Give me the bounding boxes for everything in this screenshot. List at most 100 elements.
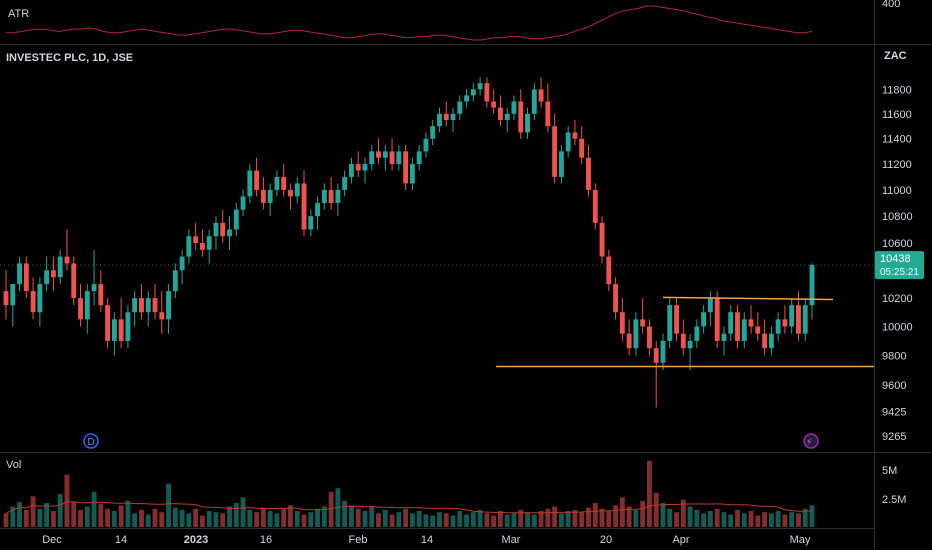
candle-body (10, 284, 16, 306)
volume-bar (782, 514, 788, 527)
time-tick-label: 20 (600, 534, 612, 546)
volume-bar (78, 509, 83, 527)
volume-bar (227, 506, 232, 527)
volume-bar (504, 514, 510, 527)
candle-body (64, 256, 70, 264)
candle-body (789, 305, 795, 327)
volume-bar (619, 497, 625, 527)
candle-body (464, 95, 470, 102)
candle-body (281, 176, 287, 190)
volume-bar (50, 511, 56, 527)
lightning-icon: ⚡ (806, 437, 812, 447)
volume-bar (84, 506, 90, 527)
volume-bar (497, 511, 503, 527)
volume-bar (376, 513, 381, 527)
volume-bar (111, 511, 117, 527)
volume-bar (220, 513, 226, 527)
price-tick-label: 11000 (882, 185, 912, 197)
volume-bar (714, 508, 720, 527)
candle-body (592, 189, 598, 223)
volume-bar (396, 512, 402, 527)
candle-body (552, 126, 558, 177)
resistance-line[interactable] (662, 296, 834, 301)
volume-bar (321, 506, 327, 527)
volume-bar (105, 508, 111, 527)
volume-bar (403, 508, 409, 527)
candle-body (355, 164, 361, 171)
candle-body (477, 83, 483, 90)
candle-body (389, 151, 395, 165)
volume-bar (572, 509, 578, 527)
candle-body (653, 348, 659, 363)
volume-bar (538, 511, 544, 527)
time-tick-label: 14 (115, 534, 127, 546)
price-tick-label: 10000 (882, 322, 913, 334)
dividend-marker[interactable]: D (83, 433, 99, 449)
volume-bar (728, 514, 734, 527)
candle-body (348, 164, 354, 177)
volume-bar (206, 511, 212, 527)
volume-bar (768, 513, 774, 527)
volume-bar (125, 500, 131, 527)
atr-label[interactable]: ATR (8, 8, 29, 20)
volume-bar (240, 497, 246, 527)
candle-body (294, 183, 300, 197)
volume-bar (193, 508, 199, 527)
volume-bar (409, 513, 415, 527)
volume-bar (57, 493, 63, 527)
volume-bar (484, 513, 490, 527)
price-tick-label: 11800 (882, 84, 912, 96)
candle-body (220, 222, 226, 237)
candle-body (504, 113, 510, 120)
volume-bar (640, 500, 646, 527)
candle-body (728, 312, 734, 334)
candle-body (470, 89, 476, 96)
candle-body (701, 312, 707, 327)
volume-bar (633, 509, 639, 527)
candle-body (98, 284, 104, 306)
volume-bar (152, 508, 158, 527)
candle-body (44, 270, 50, 285)
candle-body (91, 284, 97, 292)
candle-body (254, 170, 260, 190)
candle-body (511, 101, 517, 114)
candle-body (450, 113, 456, 120)
split-marker[interactable]: ⚡ (803, 433, 819, 449)
candle-body (403, 151, 409, 184)
volume-bar (382, 509, 388, 527)
candle-body (111, 319, 117, 341)
symbol-title[interactable]: INVESTEC PLC, 1D, JSE (6, 52, 133, 64)
volume-bar (437, 512, 442, 527)
volume-bar (308, 512, 314, 527)
candle-body (125, 312, 131, 341)
volume-bar (288, 505, 293, 527)
volume-bar (362, 511, 368, 527)
candle-body (247, 170, 253, 197)
candle-body (166, 291, 171, 320)
candle-body (497, 107, 503, 120)
candle-body (17, 263, 22, 285)
volume-bar (606, 511, 612, 527)
volume-bar (186, 513, 192, 527)
candle-body (437, 113, 442, 127)
volume-bar (748, 511, 754, 527)
volume-bar (694, 509, 700, 527)
candle-body (741, 319, 747, 341)
volume-bar (653, 492, 659, 527)
price-axis[interactable]: 11800 11600 11400 11200 11000 10800 10600 10200… (882, 84, 913, 443)
volume-bar (254, 512, 260, 527)
candle-body (396, 151, 402, 165)
candle-body (139, 298, 144, 313)
time-axis[interactable]: Dec 14 2023 16 Feb 14 Mar 20 Apr May (42, 534, 811, 546)
volume-bar (199, 515, 205, 527)
volume-bar (132, 513, 138, 527)
volume-bar (301, 514, 307, 527)
currency-label: ZAC (884, 50, 907, 62)
dividend-marker-label: D (88, 437, 95, 448)
candle-body (328, 189, 334, 204)
volume-label[interactable]: Vol (6, 459, 21, 471)
volume-bar (491, 515, 497, 527)
volume-bar (172, 507, 178, 527)
candle-body (416, 151, 422, 165)
